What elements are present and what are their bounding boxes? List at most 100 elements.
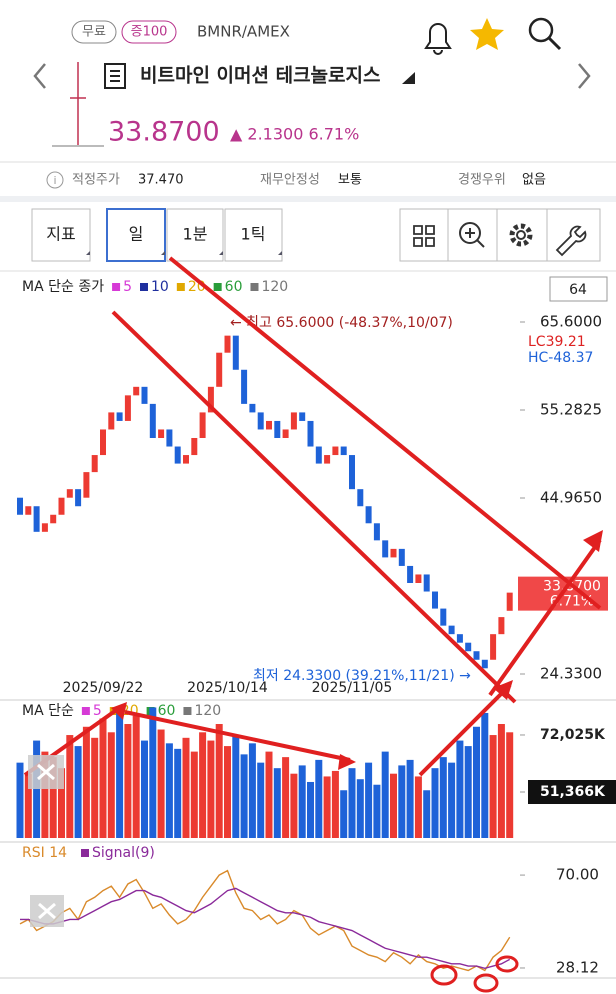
candle [75, 489, 82, 507]
badge-text: 무료 [82, 25, 106, 40]
volume-bar [506, 732, 514, 838]
candle [241, 369, 248, 404]
next-arrow[interactable] [578, 63, 591, 89]
candle [66, 489, 73, 498]
candle [224, 335, 231, 353]
legend-label: 120 [261, 279, 288, 295]
candle [58, 497, 65, 515]
volume-bar [323, 776, 331, 838]
min-note: 최저 24.3300 (39.21%,11/21) → [253, 668, 471, 684]
tool-button[interactable] [31, 208, 91, 262]
volume-bar [356, 779, 364, 838]
volume-bar [174, 748, 182, 838]
legend-title: MA 단순 종가 [22, 279, 104, 295]
volume-bar [33, 740, 41, 838]
legend-label: 120 [194, 703, 221, 719]
tool-label: 일 [129, 225, 144, 244]
x-date-label: 2025/09/22 [63, 680, 144, 696]
grid-icon[interactable] [413, 225, 435, 247]
prev-arrow[interactable] [33, 63, 46, 89]
close-x [38, 902, 56, 920]
info-value: 37.470 [138, 173, 184, 188]
legend-label: 5 [93, 703, 102, 719]
volume-bar [464, 746, 472, 838]
star-icon[interactable] [470, 18, 504, 50]
volume-bar [497, 724, 505, 838]
y-tick-label: 44.9650 [540, 489, 602, 507]
info-icon[interactable] [46, 171, 64, 189]
tool-icon[interactable] [555, 225, 587, 257]
x-date-label: 2025/11/05 [312, 680, 393, 696]
price-change: ▲ 2.1300 6.71% [230, 125, 359, 144]
volume-bar [390, 773, 397, 838]
search-icon[interactable] [528, 17, 554, 43]
candle [83, 472, 90, 498]
tool-label: 지표 [46, 225, 75, 244]
tool-button-selected[interactable] [106, 208, 166, 262]
price: 33.8700 [108, 117, 220, 148]
candle [315, 446, 322, 464]
candle [116, 412, 123, 421]
candle [216, 352, 223, 387]
settings-icon-center [516, 230, 526, 240]
icon-group [399, 208, 601, 262]
y-tick-label: 28.12 [556, 958, 599, 976]
info-label: 적정주가 [72, 173, 120, 188]
volume-bar [340, 790, 348, 838]
info-value: 보통 [338, 173, 362, 188]
candle [91, 455, 98, 473]
badge [71, 20, 117, 44]
dropdown-triangle [402, 72, 415, 84]
info-label: 재무안정성 [260, 173, 320, 188]
count-box[interactable] [549, 276, 608, 302]
legend-swatch [176, 283, 185, 291]
zoom-icon[interactable] [459, 222, 481, 244]
candle [33, 506, 40, 532]
volume-bar [331, 770, 339, 838]
candle [332, 446, 339, 456]
volume-bar [24, 773, 32, 838]
candle [349, 455, 355, 490]
volume-bar [182, 737, 190, 838]
settings-icon[interactable] [509, 223, 533, 247]
tool-button[interactable] [224, 208, 283, 262]
volume-bar [273, 768, 281, 838]
tool-label: 1틱 [241, 225, 266, 244]
legend-swatch [140, 283, 148, 291]
volume-bar [190, 751, 198, 838]
stock-name[interactable]: 비트마인 이머션 테크놀로지스 [140, 65, 380, 87]
bell-icon[interactable] [424, 23, 452, 55]
y-tick-label: 24.3300 [540, 665, 602, 683]
candle [473, 651, 480, 660]
tool-button[interactable] [166, 208, 224, 262]
volume-bar [398, 765, 406, 838]
y-tick-label: 70.00 [556, 866, 599, 884]
hc-label: HC-48.37 [528, 350, 593, 366]
volume-bar [132, 715, 140, 838]
candle [149, 403, 156, 438]
info-label: 경쟁우위 [458, 173, 506, 188]
candle [133, 386, 140, 396]
volume-bar [91, 737, 99, 838]
candle [432, 591, 438, 609]
divider-band [0, 196, 616, 202]
circle-mark [430, 964, 458, 986]
candle [307, 420, 314, 447]
volume-bar [439, 757, 447, 838]
volume-bar [448, 762, 456, 838]
count-text: 64 [569, 282, 587, 298]
candle [373, 523, 380, 541]
candle [440, 608, 447, 626]
volume-bar [124, 724, 132, 838]
volume-bar [157, 729, 165, 838]
candle [124, 395, 131, 421]
candle [282, 429, 289, 438]
volume-bar [489, 735, 497, 838]
legend-label: 60 [158, 703, 176, 719]
volume-bar [215, 724, 223, 838]
legend-swatch [213, 283, 222, 291]
ticker: BMNR/AMEX [197, 23, 290, 41]
volume-bar [165, 743, 173, 838]
candle [207, 386, 214, 413]
y-tick-label: 51,366K [540, 784, 606, 800]
